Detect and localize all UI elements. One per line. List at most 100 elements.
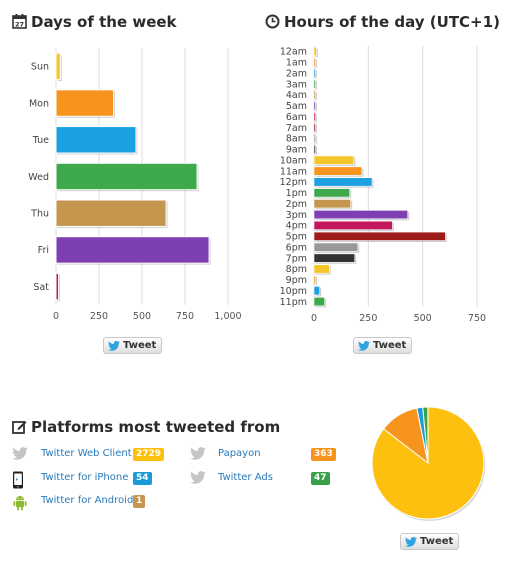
bar-shadow: [315, 92, 317, 101]
platforms-pie-chart: [371, 406, 486, 521]
bar-10am: [313, 155, 355, 165]
bar-12am: [313, 46, 317, 56]
hours-tweet-button[interactable]: Tweet: [353, 337, 413, 354]
platform-name-link[interactable]: Twitter for Android: [41, 495, 134, 506]
twitter-bird-icon: [405, 536, 417, 547]
days-tweet-button[interactable]: Tweet: [103, 337, 163, 354]
bar-shadow: [315, 277, 317, 286]
days-title-text: Days of the week: [31, 13, 177, 31]
platforms-title-text: Platforms most tweeted from: [31, 418, 281, 436]
y-tick-label: 6pm: [286, 242, 307, 253]
bar-9am: [313, 144, 316, 154]
bar-11pm: [313, 297, 325, 307]
android-icon: [12, 494, 28, 516]
y-tick-label: 9pm: [286, 275, 307, 286]
platform-count-badge: 1: [133, 495, 146, 508]
calendar-icon: 27: [12, 14, 27, 29]
platform-name-link[interactable]: Papayon: [218, 448, 261, 459]
platforms-tweet-button[interactable]: Tweet: [400, 533, 460, 550]
twitter-bird-icon: [358, 340, 370, 351]
platform-count-badge: 47: [311, 472, 330, 485]
bar-5am: [313, 101, 316, 111]
y-tick-label: Mon: [29, 98, 49, 109]
x-tick-label: 0: [53, 311, 59, 322]
bar-4pm: [313, 220, 393, 230]
bar-shadow: [315, 124, 317, 134]
y-tick-label: 10pm: [280, 286, 307, 297]
x-tick-label: 250: [90, 311, 108, 322]
bar-9pm: [313, 275, 316, 285]
y-tick-label: Wed: [28, 172, 49, 183]
x-tick-label: 250: [359, 313, 377, 324]
bird-icon: [12, 447, 28, 465]
hours-chart: 0 250 500 750 12am1am2am3am4am5am6am7am8am9a…: [280, 46, 486, 324]
bar-3pm: [313, 210, 409, 220]
y-tick-label: 5am: [286, 101, 307, 112]
platforms-title: Platforms most tweeted from: [12, 418, 280, 436]
bar-shadow: [315, 103, 317, 112]
y-tick-label: 11am: [280, 166, 307, 177]
x-tick-label: 500: [414, 313, 432, 324]
x-tick-label: 0: [311, 313, 317, 324]
y-tick-label: Fri: [38, 245, 49, 256]
platform-name-link[interactable]: Twitter Web Client: [41, 448, 132, 459]
bar-fri: [55, 236, 210, 264]
bar-10pm: [313, 286, 321, 296]
clock-icon: [265, 14, 280, 29]
hours-title-text: Hours of the day (UTC+1): [284, 13, 500, 31]
bar-12pm: [313, 177, 373, 187]
edit-icon: [12, 421, 27, 434]
bar-8am: [313, 133, 316, 143]
bar-shadow: [315, 135, 317, 145]
bar-6am: [313, 112, 316, 122]
bar-6pm: [313, 242, 359, 252]
svg-text:27: 27: [15, 21, 24, 29]
bar-shadow: [315, 113, 317, 123]
y-tick-label: 2pm: [286, 199, 307, 210]
bar-thu: [55, 199, 167, 227]
y-tick-label: 6am: [286, 112, 307, 123]
x-tick-label: 750: [468, 313, 486, 324]
bar-sun: [55, 52, 61, 81]
y-tick-label: 8am: [286, 134, 307, 145]
bar-1pm: [313, 188, 350, 198]
y-tick-label: 11pm: [280, 297, 307, 308]
y-tick-label: Sat: [33, 282, 49, 293]
bar-7pm: [313, 253, 356, 263]
bar-2am: [313, 68, 316, 78]
bar-5pm: [313, 231, 446, 241]
bar-7am: [313, 123, 316, 133]
platform-name-link[interactable]: Twitter Ads: [218, 472, 273, 483]
bird-icon: [190, 447, 206, 465]
y-tick-label: Tue: [32, 135, 49, 146]
hours-title: Hours of the day (UTC+1): [265, 13, 500, 31]
days-tweet-label: Tweet: [123, 340, 157, 351]
y-tick-label: 4am: [286, 90, 307, 101]
bar-mon: [55, 89, 115, 117]
platform-count-badge: 363: [311, 448, 336, 461]
y-tick-label: 3am: [286, 79, 307, 90]
platform-name-link[interactable]: Twitter for iPhone: [41, 472, 129, 483]
bar-sat: [55, 272, 60, 301]
bar-tue: [55, 126, 137, 154]
bird-icon: [190, 471, 206, 489]
y-tick-label: 12pm: [280, 177, 307, 188]
bar-shadow: [315, 70, 317, 79]
bar-shadow: [315, 146, 317, 156]
bar-2pm: [313, 199, 351, 209]
twitter-bird-icon: [108, 340, 120, 351]
bar-1am: [313, 57, 316, 67]
y-tick-label: 3pm: [286, 210, 307, 221]
y-tick-label: 5pm: [286, 232, 307, 243]
y-tick-label: 10am: [280, 155, 307, 166]
y-tick-label: 4pm: [286, 221, 307, 232]
bar-3am: [313, 79, 316, 89]
iphone-icon: [12, 471, 24, 494]
x-tick-label: 500: [133, 311, 151, 322]
platform-count-badge: 54: [133, 472, 152, 485]
y-tick-label: 9am: [286, 145, 307, 156]
bar-wed: [55, 162, 198, 191]
pie-slice-twitter-web-client: [371, 406, 485, 520]
hours-tweet-label: Tweet: [373, 340, 407, 351]
days-chart: 0 250 500 750 1,000 Sun Mon Tue Wed Thu Fri Sat: [28, 48, 242, 322]
